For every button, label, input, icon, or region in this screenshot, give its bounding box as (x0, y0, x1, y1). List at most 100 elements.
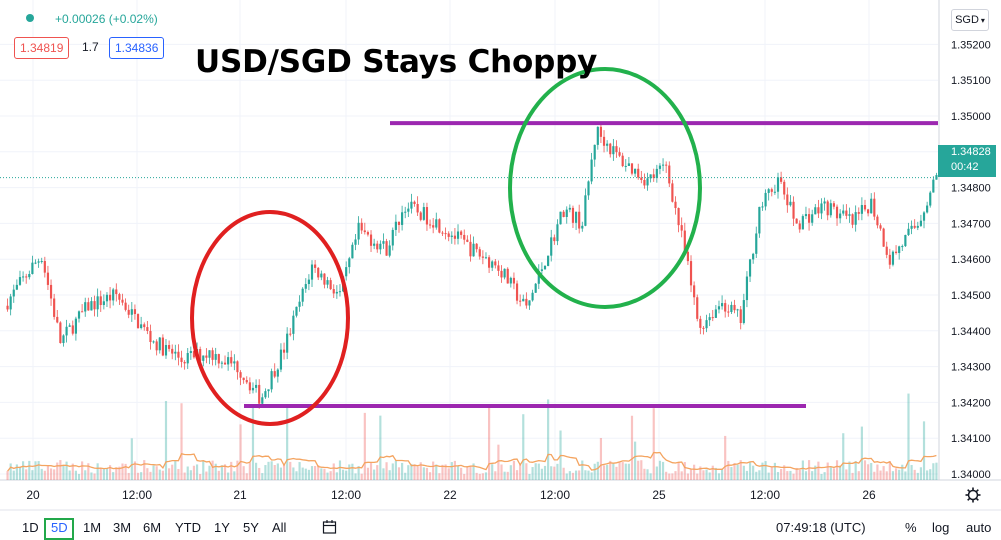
volume-bar (487, 406, 491, 480)
currency-selector[interactable]: SGD ▾ (951, 9, 989, 31)
volume-bar (158, 469, 161, 480)
candle-body (469, 241, 472, 257)
volume-bar (152, 465, 155, 480)
volume-bar (634, 441, 637, 480)
candle-body (9, 296, 12, 310)
candle-body (652, 174, 655, 179)
candle-body (112, 289, 115, 301)
candle-body (879, 225, 882, 229)
volume-bar (310, 466, 314, 480)
log-toggle[interactable]: log (932, 520, 950, 535)
volume-bar (382, 468, 385, 480)
candle-body (615, 146, 618, 153)
percent-toggle[interactable]: % (905, 520, 917, 535)
candle-body (574, 211, 578, 223)
settings-gear-icon[interactable] (965, 487, 981, 503)
volume-bar (671, 473, 674, 480)
candle-body (186, 353, 189, 364)
volume-bar (693, 464, 696, 480)
candle-body (15, 284, 18, 290)
volume-bar (783, 465, 786, 480)
candle-body (475, 243, 478, 250)
range-ytd[interactable]: YTD (175, 520, 201, 535)
bar-countdown: 00:42 (951, 161, 979, 173)
y-tick-label: 1.34200 (951, 397, 991, 409)
candle-body (506, 268, 509, 284)
range-5d[interactable]: 5D (51, 520, 68, 535)
range-1m[interactable]: 1M (83, 520, 102, 535)
volume-bar (888, 461, 891, 480)
candle-body (854, 212, 857, 225)
volume-bar (258, 467, 261, 480)
x-tick-label: 25 (652, 488, 666, 502)
candle-body (932, 179, 935, 193)
candle-body (307, 279, 310, 285)
candle-body (913, 225, 916, 228)
volume-bar (665, 471, 668, 480)
candle-body (323, 273, 326, 285)
candle-body (556, 224, 559, 242)
volume-bar (907, 393, 910, 480)
compare-calendar-icon[interactable] (322, 519, 338, 538)
volume-bar (926, 470, 929, 480)
candle-body (233, 361, 236, 364)
volume-bar (748, 462, 752, 480)
candle-body (183, 361, 186, 364)
candle-body (254, 384, 258, 388)
candle-body (149, 330, 152, 343)
volume-bar (279, 467, 283, 480)
candle-body (276, 369, 279, 377)
candle-body (28, 273, 31, 278)
volume-bar (394, 460, 397, 480)
candle-body (730, 304, 733, 313)
volume-bar (689, 468, 693, 480)
candle-body (279, 349, 283, 370)
ask-price-button[interactable]: 1.34836 (109, 37, 165, 59)
candle-body (792, 201, 795, 219)
candle-body (689, 261, 693, 286)
volume-bar (814, 465, 817, 480)
candle-body (314, 264, 317, 268)
volume-bar (366, 467, 370, 480)
utc-clock[interactable]: 07:49:18 (UTC) (776, 520, 866, 535)
y-tick-label: 1.34700 (951, 218, 991, 230)
candle-body (158, 337, 161, 351)
volume-bar (733, 462, 736, 480)
volume-bar (46, 465, 50, 480)
volume-bar (910, 465, 913, 480)
range-1d[interactable]: 1D (22, 520, 39, 535)
auto-toggle[interactable]: auto (966, 520, 992, 535)
x-tick-label: 21 (233, 488, 247, 502)
volume-bar (835, 460, 839, 480)
bid-price-button[interactable]: 1.34819 (14, 37, 70, 59)
volume-bar (264, 465, 267, 480)
candle-body (512, 277, 516, 284)
candle-body (140, 324, 143, 329)
y-tick-label: 1.34500 (951, 290, 991, 302)
candle-body (171, 348, 174, 354)
candle-body (404, 211, 407, 213)
volume-bar (643, 468, 646, 480)
volume-bar (776, 472, 780, 480)
volume-bar (428, 472, 432, 480)
candle-body (708, 317, 711, 321)
range-1y[interactable]: 1Y (214, 520, 230, 535)
volume-bar (590, 472, 593, 480)
volume-bar (848, 461, 851, 480)
volume-bar (565, 473, 568, 480)
candle-body (683, 230, 686, 252)
candle-body (702, 327, 705, 329)
volume-bar (929, 469, 932, 480)
range-5y[interactable]: 5Y (243, 520, 259, 535)
candle-body (860, 205, 863, 214)
range-all[interactable]: All (272, 520, 287, 535)
candle-body (242, 377, 245, 381)
candle-body (295, 306, 298, 316)
volume-bar (792, 473, 795, 480)
range-6m[interactable]: 6M (143, 520, 162, 535)
candle-body (118, 294, 121, 300)
candle-body (901, 246, 904, 248)
candle-body (811, 214, 814, 223)
range-3m[interactable]: 3M (113, 520, 132, 535)
